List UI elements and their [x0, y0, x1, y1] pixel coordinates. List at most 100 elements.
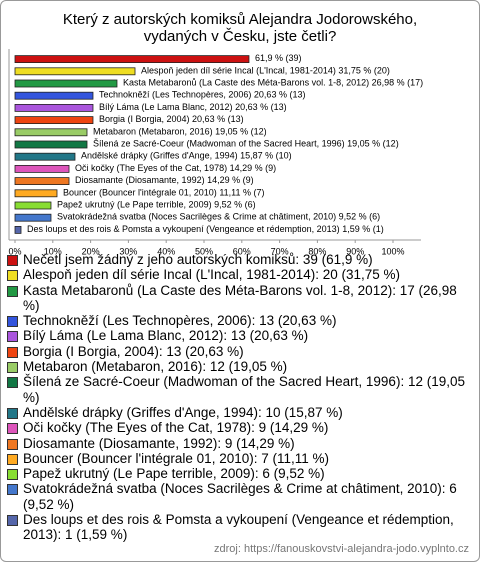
bar-label: Kasta Metabaronů (La Caste des Méta-Baro…	[123, 78, 423, 88]
x-tick-label: 80%	[308, 246, 326, 255]
bar	[14, 225, 22, 234]
bar-value-label: 20,63 % (13)	[192, 114, 244, 124]
bar-value-label: 20,63 % (13)	[235, 102, 287, 112]
legend-label: Papež ukrutný (Le Pape terrible, 2009): …	[23, 466, 325, 482]
legend-item: Diosamante (Diosamante, 1992): 9 (14,29 …	[7, 436, 467, 451]
bar	[14, 177, 70, 186]
bar-category: Des loups et des rois & Pomsta a vykoupe…	[27, 224, 340, 234]
bar	[14, 79, 118, 88]
bar-value-label: 26,98 % (17)	[372, 78, 424, 88]
bar-label: 61,9 % (39)	[255, 53, 302, 63]
legend-swatch	[7, 469, 18, 481]
x-tick-label: 10%	[44, 246, 62, 255]
bar-value-label: 14,29 % (9)	[207, 175, 254, 185]
legend-label: Diosamante (Diosamante, 1992): 9 (14,29 …	[23, 435, 295, 451]
bar-label: Technokněží (Les Technopères, 2006) 20,6…	[99, 90, 305, 100]
bar-value-label: 1,59 % (1)	[342, 224, 384, 234]
legend-item: Borgia (I Borgia, 2004): 13 (20,63 %)	[7, 344, 467, 359]
x-tick-label: 70%	[271, 246, 289, 255]
chart: 0% 10% 20% 30% 40% 50% 60% 70% 80% 90% 100% 61,9 % …	[8, 49, 423, 255]
bar-category: Bouncer (Bouncer l'intégrale 01, 2010)	[63, 188, 217, 198]
bar-label: Bílý Láma (Le Lama Blanc, 2012) 20,63 % …	[99, 102, 287, 112]
bar-category: Oči kočky (The Eyes of the Cat, 1978)	[75, 163, 227, 173]
source: zdroj: https://fanouskovstvi-alejandra-j…	[214, 543, 469, 555]
bar-label: Metabaron (Metabaron, 2016) 19,05 % (12)	[93, 127, 267, 137]
legend-swatch	[7, 346, 18, 358]
legend-item: Bouncer (Bouncer l'intégrale 01, 2010): …	[7, 451, 467, 466]
legend-label: Technokněží (Les Technopères, 2006): 13 …	[23, 313, 337, 329]
legend-label: Des loups et des rois & Pomsta a vykoupe…	[23, 512, 454, 543]
legend-label: Oči kočky (The Eyes of the Cat, 1978): 9…	[23, 420, 329, 436]
bar-label: Oči kočky (The Eyes of the Cat, 1978) 14…	[75, 163, 276, 173]
x-tick-label: 100%	[381, 246, 404, 255]
legend-swatch	[7, 285, 18, 297]
bar-category: Papež ukrutný (Le Pape terrible, 2009)	[57, 200, 212, 210]
legend-item: Bílý Láma (Le Lama Blanc, 2012): 13 (20,…	[7, 328, 467, 343]
legend-label: Borgia (I Borgia, 2004): 13 (20,63 %)	[23, 343, 244, 359]
bar	[14, 91, 94, 100]
legend-item: Des loups et des rois & Pomsta a vykoupe…	[7, 512, 467, 543]
bar	[14, 189, 58, 198]
legend-label: Šílená ze Sacré-Coeur (Madwoman of the S…	[23, 374, 465, 405]
x-tick-label: 20%	[82, 246, 100, 255]
x-tick-label: 90%	[346, 246, 364, 255]
legend-item: Alespoň jeden díl série Incal (L'Incal, …	[7, 267, 467, 282]
bar-label: Diosamante (Diosamante, 1992) 14,29 % (9…	[75, 175, 254, 185]
bar	[14, 128, 88, 137]
bar-label: Šílená ze Sacré-Coeur (Madwoman of the S…	[93, 139, 399, 149]
bar	[14, 201, 52, 210]
bar-category: Šílená ze Sacré-Coeur (Madwoman of the S…	[93, 139, 345, 149]
legend-label: Alespoň jeden díl série Incal (L'Incal, …	[23, 267, 401, 283]
legend-swatch	[7, 453, 18, 465]
x-tick-label: 50%	[195, 246, 213, 255]
legend-item: Svatokrádežná svatba (Noces Sacrilèges &…	[7, 481, 467, 512]
legend-item: Papež ukrutný (Le Pape terrible, 2009): …	[7, 466, 467, 481]
bar-label: Des loups et des rois & Pomsta a vykoupe…	[27, 224, 384, 234]
x-tick-label: 0%	[8, 246, 21, 255]
bar-value-label: 31,75 % (20)	[338, 66, 390, 76]
bar-value-label: 61,9 % (39)	[255, 53, 302, 63]
bar-category: Borgia (I Borgia, 2004)	[99, 114, 190, 124]
bar	[14, 213, 52, 222]
bar-value-label: 15,87 % (10)	[240, 151, 292, 161]
bar-category: Andělské drápky (Griffes d'Ange, 1994)	[81, 151, 238, 161]
legend-swatch	[7, 377, 18, 389]
bar-value-label: 20,63 % (13)	[254, 90, 306, 100]
legend-item: Šílená ze Sacré-Coeur (Madwoman of the S…	[7, 374, 467, 405]
bar-category: Alespoň jeden díl série Incal (L'Incal, …	[141, 66, 336, 76]
bar-label: Papež ukrutný (Le Pape terrible, 2009) 9…	[57, 200, 256, 210]
legend-item: Kasta Metabaronů (La Caste des Méta-Baro…	[7, 283, 467, 314]
bar-value-label: 9,52 % (6)	[339, 212, 381, 222]
bar	[14, 165, 70, 173]
bar-category: Bílý Láma (Le Lama Blanc, 2012)	[99, 102, 233, 112]
bar-value-label: 9,52 % (6)	[214, 200, 256, 210]
bar-label: Andělské drápky (Griffes d'Ange, 1994) 1…	[81, 151, 292, 161]
bar-label: Bouncer (Bouncer l'intégrale 01, 2010) 1…	[63, 188, 265, 198]
legend-label: Bouncer (Bouncer l'intégrale 01, 2010): …	[23, 450, 330, 466]
bar-category: Kasta Metabaronů (La Caste des Méta-Baro…	[123, 78, 369, 88]
bar-category: Technokněží (Les Technopères, 2006)	[99, 90, 251, 100]
legend-label: Svatokrádežná svatba (Noces Sacrilèges &…	[23, 481, 457, 512]
bar	[14, 55, 250, 64]
bar-value-label: 14,29 % (9)	[230, 163, 277, 173]
legend-swatch	[7, 316, 18, 328]
legend-label: Nečetl jsem žádný z jeho autorských komi…	[23, 252, 373, 267]
bar	[14, 104, 94, 112]
chart-title: Který z autorských komiksů Alejandra Jod…	[62, 11, 418, 45]
bar-label: Svatokrádežná svatba (Noces Sacrilèges &…	[57, 212, 380, 222]
x-tick-label: 60%	[233, 246, 251, 255]
legend-label: Andělské drápky (Griffes d'Ange, 1994): …	[23, 404, 343, 420]
bar-value-label: 19,05 % (12)	[347, 139, 399, 149]
legend: Nečetl jsem žádný z jeho autorských komi…	[7, 252, 467, 543]
bar-label: Alespoň jeden díl série Incal (L'Incal, …	[141, 66, 390, 76]
legend-item: Metabaron (Metabaron, 2016): 12 (19,05 %…	[7, 359, 467, 374]
bar-value-label: 19,05 % (12)	[215, 127, 267, 137]
legend-swatch	[7, 484, 18, 496]
legend-item: Andělské drápky (Griffes d'Ange, 1994): …	[7, 405, 467, 420]
legend-swatch	[7, 515, 18, 527]
legend-swatch	[7, 362, 18, 374]
legend-swatch	[7, 331, 18, 343]
legend-swatch	[7, 423, 18, 435]
bar-value-label: 11,11 % (7)	[219, 188, 264, 198]
